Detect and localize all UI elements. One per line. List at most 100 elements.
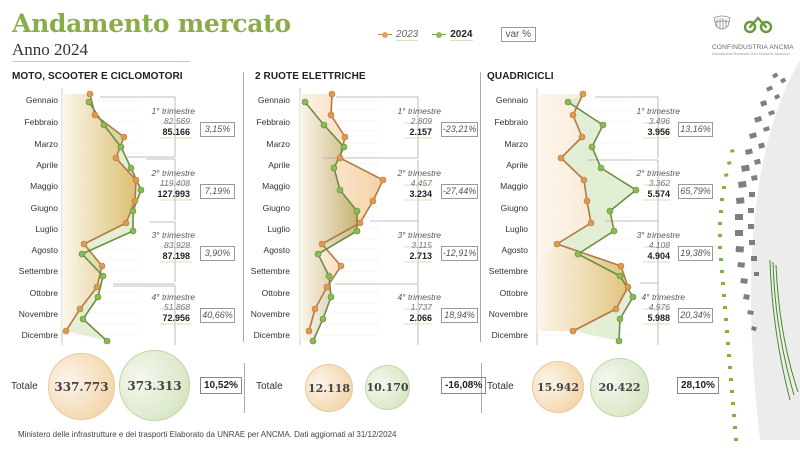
quarter-value-2023: 4.457 xyxy=(410,178,432,188)
total-bubble-2023: 15.942 xyxy=(532,361,584,413)
total-value-2023: 12.118 xyxy=(307,381,351,395)
panel-separator xyxy=(243,72,244,342)
month-label: Maggio xyxy=(500,181,528,191)
month-label: Luglio xyxy=(35,224,58,234)
quarter-label: 1° trimestre xyxy=(397,106,441,116)
month-label: Settembre xyxy=(250,266,290,276)
title-divider xyxy=(12,61,190,62)
month-label: Luglio xyxy=(505,224,528,234)
total-label: Totale xyxy=(256,381,283,392)
legend: 2023 2024 var % xyxy=(378,27,537,42)
quarter-value-2024: 72.956 xyxy=(162,313,190,323)
legend-var-percent: var % xyxy=(500,27,537,42)
month-label: Febbraio xyxy=(494,117,528,127)
month-label: Agosto xyxy=(501,245,528,255)
total-separator xyxy=(244,363,245,413)
quarter-label: 4° trimestre xyxy=(397,292,441,302)
quarter-label: 2° trimestre xyxy=(397,168,441,178)
total-value-2024: 10.170 xyxy=(366,381,409,394)
quarter-value-2023: 51.868 xyxy=(164,302,190,312)
month-label: Novembre xyxy=(488,309,528,319)
total-value-2023: 15.942 xyxy=(536,380,580,394)
legend-item-2023: 2023 xyxy=(378,28,419,41)
legend-item-2024: 2024 xyxy=(432,29,473,41)
quarter-value-2023: 2.809 xyxy=(410,116,432,126)
quarter-value-2023: 4.976 xyxy=(648,302,670,312)
total-bubble-2023: 337.773 xyxy=(48,353,115,420)
month-label: Aprile xyxy=(36,160,58,170)
month-label: Ottobre xyxy=(499,288,528,298)
quarter-value-2023: 4.108 xyxy=(648,240,670,250)
quarter-label: 4° trimestre xyxy=(641,292,685,302)
month-label: Marzo xyxy=(266,139,290,149)
quarter-var-percent: 65,79% xyxy=(678,184,713,199)
quarter-value-2024: 5.988 xyxy=(647,313,670,323)
month-label: Marzo xyxy=(34,139,58,149)
quarter-value-2024: 3.234 xyxy=(409,189,432,199)
quarter-var-percent: -23,21% xyxy=(441,122,478,137)
month-label: Giugno xyxy=(500,203,528,213)
quarter-value-2023: 3.362 xyxy=(648,178,670,188)
month-label: Agosto xyxy=(31,245,58,255)
panel-title-moto: MOTO, SCOOTER E CICLOMOTORI xyxy=(12,71,183,82)
month-label: Novembre xyxy=(250,309,290,319)
quarter-label: 2° trimestre xyxy=(151,168,195,178)
total-label: Totale xyxy=(487,381,514,392)
legend-marker-2024-icon xyxy=(432,31,447,39)
total-value-2024: 373.313 xyxy=(127,378,182,393)
total-var-percent: 10,52% xyxy=(200,377,242,394)
month-label: Maggio xyxy=(30,181,58,191)
quarter-value-2024: 2.713 xyxy=(409,251,432,261)
panel-title-quadricicli: QUADRICICLI xyxy=(487,71,554,82)
month-label: Gennaio xyxy=(495,95,528,105)
quarter-value-2023: 3.496 xyxy=(648,116,670,126)
quarter-value-2024: 4.904 xyxy=(647,251,670,261)
total-bubble-2024: 373.313 xyxy=(119,350,190,421)
month-label: Febbraio xyxy=(256,117,290,127)
total-bubble-2023: 12.118 xyxy=(305,364,353,412)
month-label: Dicembre xyxy=(253,330,290,340)
quarter-label: 4° trimestre xyxy=(151,292,195,302)
quarter-label: 2° trimestre xyxy=(636,168,680,178)
quarter-value-2023: 83.928 xyxy=(164,240,190,250)
quarter-var-percent: 19,38% xyxy=(678,246,713,261)
total-value-2023: 337.773 xyxy=(54,379,109,394)
total-var-percent: -16,08% xyxy=(441,377,487,394)
total-bubble-2024: 10.170 xyxy=(365,365,410,410)
total-bubble-2024: 20.422 xyxy=(590,358,649,417)
month-label: Novembre xyxy=(18,309,58,319)
legend-label-2023: 2023 xyxy=(396,28,419,41)
month-label: Gennaio xyxy=(25,95,58,105)
quarter-var-percent: 18,94% xyxy=(441,308,478,323)
quarter-value-2024: 5.574 xyxy=(647,189,670,199)
tire-track-decoration-icon xyxy=(718,60,800,441)
quarter-var-percent: 13,16% xyxy=(678,122,713,137)
quarter-value-2024: 127.993 xyxy=(157,189,190,199)
quarter-value-2023: 119.408 xyxy=(159,178,190,188)
quarter-value-2024: 2.157 xyxy=(409,127,432,137)
panel-title-elettriche: 2 RUOTE ELETTRICHE xyxy=(255,71,366,82)
month-label: Aprile xyxy=(268,160,290,170)
month-label: Giugno xyxy=(30,203,58,213)
quarter-value-2024: 87.198 xyxy=(162,251,190,261)
quarter-value-2024: 2.066 xyxy=(409,313,432,323)
quarter-value-2023: 1.737 xyxy=(410,302,432,312)
month-label: Luglio xyxy=(267,224,290,234)
quarter-var-percent: 3,90% xyxy=(200,246,235,261)
month-label: Dicembre xyxy=(491,330,528,340)
total-label: Totale xyxy=(11,381,38,392)
quarter-var-percent: -12,91% xyxy=(441,246,478,261)
panel-separator xyxy=(480,72,481,342)
quarter-value-2023: 82.569 xyxy=(164,116,190,126)
month-label: Febbraio xyxy=(24,117,58,127)
month-label: Settembre xyxy=(18,266,58,276)
quarter-var-percent: 7,19% xyxy=(200,184,235,199)
quarter-var-percent: 20,34% xyxy=(678,308,713,323)
page-title: Andamento mercato xyxy=(12,9,291,38)
month-label: Aprile xyxy=(506,160,528,170)
page-subtitle: Anno 2024 xyxy=(12,40,89,59)
month-label: Agosto xyxy=(263,245,290,255)
month-label: Ottobre xyxy=(29,288,58,298)
month-label: Ottobre xyxy=(261,288,290,298)
